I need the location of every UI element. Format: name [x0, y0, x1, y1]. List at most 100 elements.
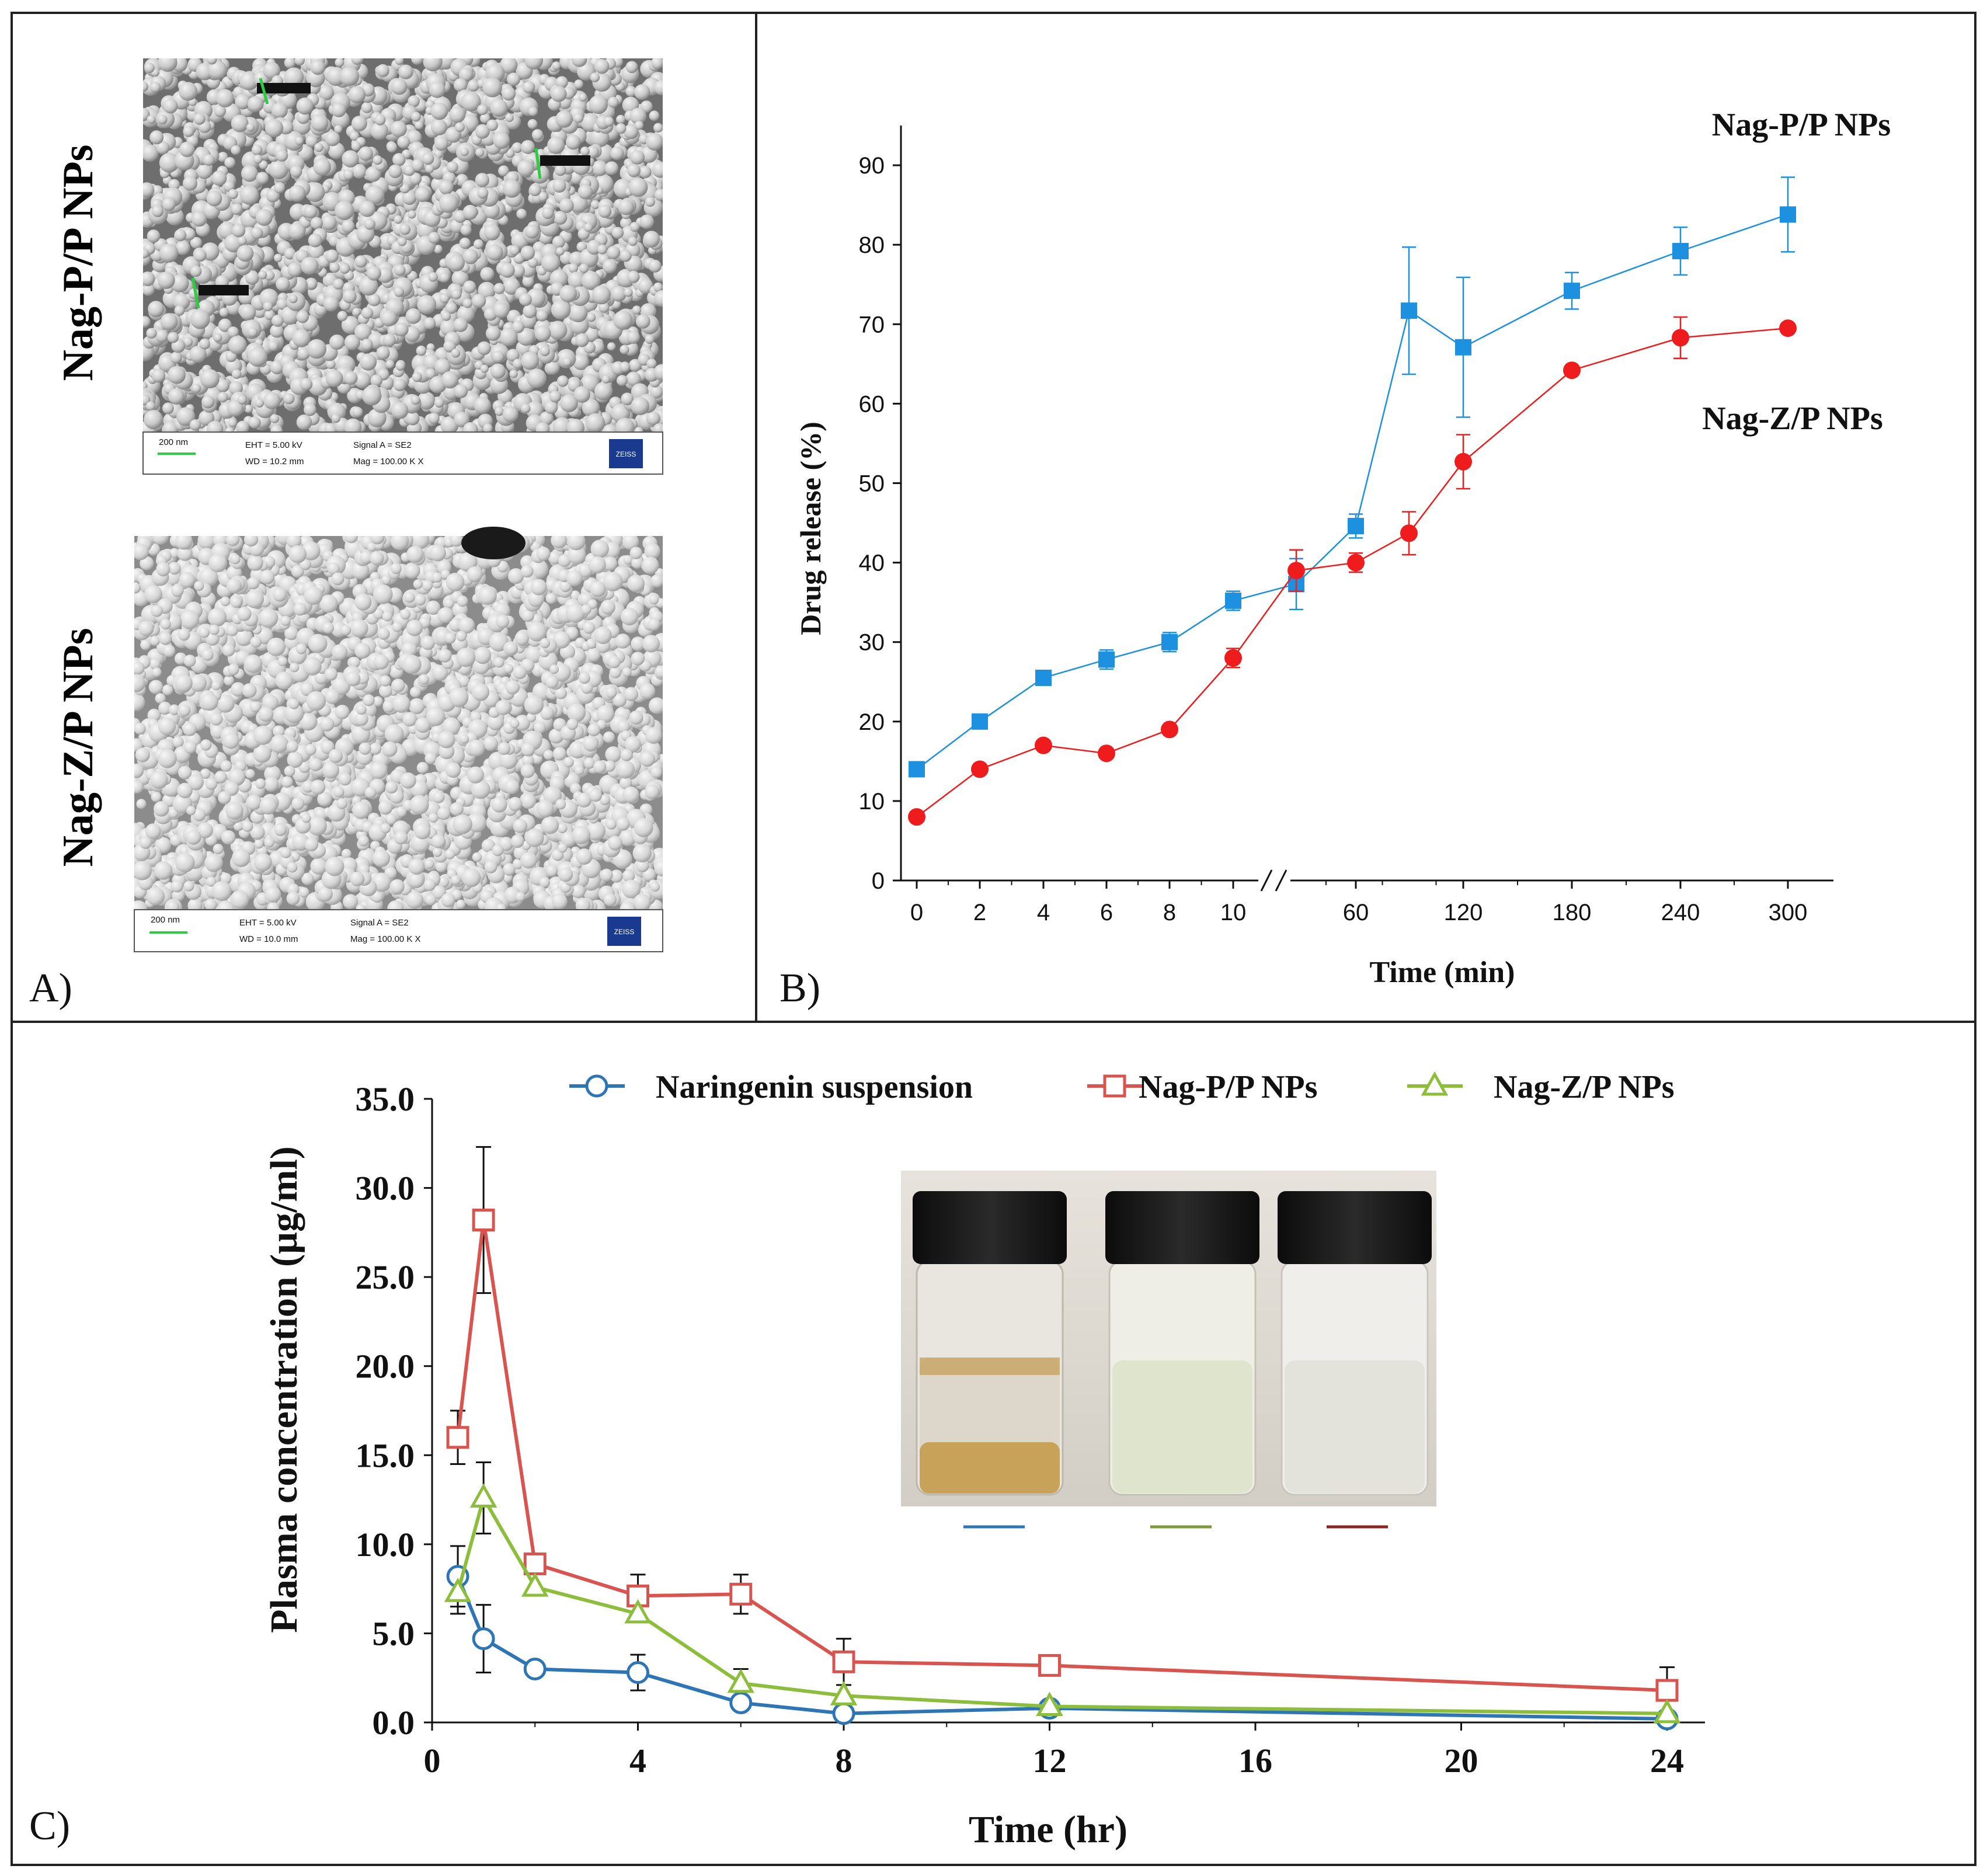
sem-particle [475, 148, 485, 157]
sem-particle [629, 107, 647, 125]
sem-particle [611, 227, 624, 239]
sem-particle [625, 61, 638, 74]
sem-particle [586, 413, 606, 432]
sem-particle [184, 741, 197, 754]
sem-particle [648, 259, 662, 273]
sem-particle [639, 166, 652, 179]
sem-particle [645, 727, 662, 744]
sem-particle [454, 122, 465, 133]
sem-particle [487, 713, 504, 730]
sem-particle [333, 279, 344, 290]
sem-particle [265, 886, 281, 903]
sem-particle [462, 422, 478, 432]
sem-image-p: 200 nm EHT = 5.00 kV WD = 10.2 mm Signal… [142, 58, 663, 475]
sem-particle [392, 621, 403, 632]
sem-particle [247, 576, 260, 590]
sem-particle [490, 363, 506, 379]
sem-particle [158, 718, 176, 736]
sem-particle [218, 791, 231, 805]
sem-particle [406, 619, 423, 636]
sem-particle [237, 236, 247, 246]
sem-particle [382, 741, 398, 757]
sem-particle [417, 295, 437, 315]
sem-particle [334, 125, 343, 134]
sem-particle [370, 122, 389, 140]
sem-particle [231, 145, 241, 155]
sem-particle [329, 262, 340, 273]
sem-particle [335, 705, 350, 719]
sem-particle [468, 739, 485, 757]
sem-particle [152, 536, 169, 545]
sem-particle [625, 86, 637, 97]
sem-particle [296, 414, 312, 430]
sem-particle [380, 310, 397, 327]
sem-particle [557, 375, 569, 387]
sem-particle [493, 657, 504, 668]
sem-particle [654, 290, 663, 307]
sem-particle [534, 721, 546, 734]
sem-particle [361, 307, 374, 319]
sem-particle [163, 645, 176, 657]
sem-particle [253, 744, 272, 763]
sem-particle [485, 326, 501, 341]
sem-particle [406, 891, 424, 909]
sem-particle [365, 185, 385, 205]
sem-particle [134, 900, 148, 910]
sem-particle [546, 865, 558, 877]
sem-particle [152, 368, 166, 383]
sem-particle [235, 93, 251, 110]
sem-particle [149, 635, 161, 646]
sem-particle [425, 164, 434, 173]
sem-particle [552, 179, 566, 193]
sem-particle [199, 627, 210, 638]
sem-particle [373, 654, 389, 670]
sem-particle [584, 223, 593, 232]
sem-particle [231, 114, 249, 133]
sem-particle [305, 744, 316, 756]
sem-particle [619, 777, 632, 789]
sem-particle [350, 871, 365, 886]
sem-particle [500, 58, 518, 74]
sem-particle [159, 152, 179, 173]
sem-particle [415, 121, 424, 130]
sem-particle [617, 720, 630, 733]
sem-particle [143, 283, 155, 296]
sem-particle [434, 359, 451, 375]
sem-particle [249, 701, 262, 713]
sem-particle [524, 695, 544, 715]
sem-particle [521, 140, 535, 154]
sem-particle [503, 277, 520, 295]
sem-particle [217, 900, 235, 910]
sem-particle [168, 562, 181, 575]
sem-particle [477, 104, 488, 116]
sem-particle [354, 712, 368, 726]
sem-particle [349, 657, 360, 669]
sem-particle [148, 301, 165, 318]
sem-particle [594, 627, 612, 645]
sem-particle [250, 825, 265, 840]
sem-particle [263, 777, 279, 792]
sem-particle [152, 667, 162, 677]
sem-particle [642, 635, 660, 653]
sem-particle [626, 371, 641, 387]
sem-particle [499, 750, 518, 770]
sem-particle [358, 835, 369, 847]
sem-particle [147, 229, 161, 243]
sem-particle [650, 385, 663, 399]
sem-particle [156, 562, 170, 577]
sem-particle [343, 169, 354, 180]
sem-particle [516, 208, 527, 220]
sem-particle [331, 103, 346, 117]
sem-particle [354, 255, 367, 268]
sem-particle [449, 106, 466, 123]
sem-particle [388, 164, 402, 179]
sem-particle [394, 287, 404, 297]
sem-particle [450, 536, 464, 547]
sem-particle [603, 556, 618, 571]
sem-particle [265, 837, 274, 848]
sem-particle [462, 868, 481, 887]
sem-particle [650, 574, 663, 588]
sem-particle [519, 293, 532, 307]
sem-particle [622, 667, 632, 677]
